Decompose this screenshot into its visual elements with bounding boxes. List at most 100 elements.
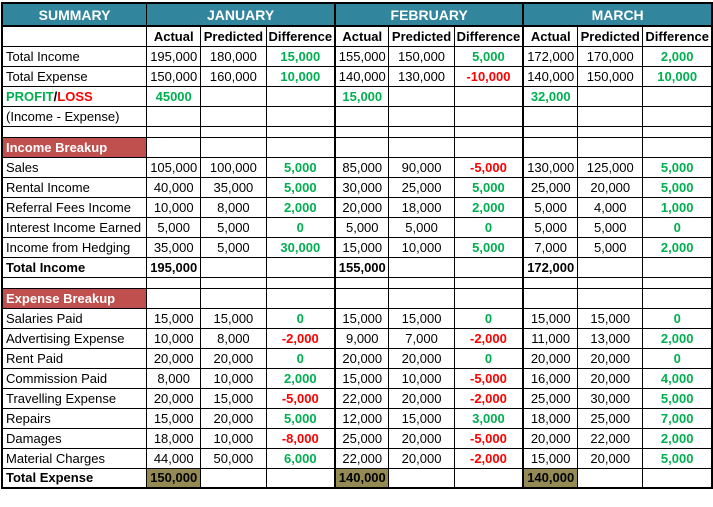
subcol-header-difference-jan[interactable]: Difference xyxy=(265,25,336,47)
value-cell[interactable] xyxy=(642,85,713,107)
value-cell[interactable]: 15,000 xyxy=(577,307,644,329)
subcol-header-predicted-jan[interactable]: Predicted xyxy=(200,25,267,47)
value-cell[interactable]: 0 xyxy=(265,216,336,238)
value-cell[interactable]: 30,000 xyxy=(334,176,390,198)
value-cell[interactable]: 5,000 xyxy=(522,216,579,238)
value-cell[interactable]: 10,000 xyxy=(388,236,455,258)
value-cell[interactable]: 18,000 xyxy=(388,196,455,218)
month-header-january[interactable]: JANUARY xyxy=(146,2,336,27)
value-cell[interactable]: 15,000 xyxy=(200,387,267,409)
subcol-header-difference-feb[interactable]: Difference xyxy=(453,25,524,47)
value-cell[interactable] xyxy=(577,125,644,138)
value-cell[interactable] xyxy=(334,136,390,158)
value-cell[interactable]: 20,000 xyxy=(577,367,644,389)
value-cell[interactable]: 160,000 xyxy=(200,65,267,87)
value-cell[interactable] xyxy=(577,467,644,489)
value-cell[interactable]: 15,000 xyxy=(146,307,202,329)
subcol-header-difference-mar[interactable]: Difference xyxy=(642,25,713,47)
value-cell[interactable] xyxy=(200,467,267,489)
value-cell[interactable] xyxy=(642,276,713,289)
value-cell[interactable] xyxy=(200,105,267,127)
row-label-cell[interactable]: Interest Income Earned xyxy=(1,216,148,238)
value-cell[interactable] xyxy=(388,105,455,127)
value-cell[interactable]: 0 xyxy=(265,347,336,369)
value-cell[interactable]: 25,000 xyxy=(388,176,455,198)
value-cell[interactable]: 155,000 xyxy=(334,45,390,67)
subcol-header-predicted-feb[interactable]: Predicted xyxy=(388,25,455,47)
corner-cell[interactable] xyxy=(1,25,148,47)
value-cell[interactable]: 15,000 xyxy=(334,307,390,329)
row-label-cell[interactable]: Sales xyxy=(1,156,148,178)
value-cell[interactable]: 25,000 xyxy=(522,387,579,409)
value-cell[interactable]: 20,000 xyxy=(522,347,579,369)
value-cell[interactable]: 25,000 xyxy=(334,427,390,449)
value-cell[interactable] xyxy=(388,467,455,489)
value-cell[interactable] xyxy=(334,105,390,127)
value-cell[interactable]: 155,000 xyxy=(334,256,390,278)
value-cell[interactable] xyxy=(265,136,336,158)
value-cell[interactable] xyxy=(642,105,713,127)
row-label-cell[interactable]: Commission Paid xyxy=(1,367,148,389)
value-cell[interactable] xyxy=(642,125,713,138)
value-cell[interactable] xyxy=(265,85,336,107)
value-cell[interactable]: 140,000 xyxy=(522,65,579,87)
value-cell[interactable] xyxy=(265,256,336,278)
value-cell[interactable]: 5,000 xyxy=(265,407,336,429)
value-cell[interactable]: 2,000 xyxy=(642,427,713,449)
value-cell[interactable] xyxy=(522,276,579,289)
value-cell[interactable] xyxy=(522,136,579,158)
value-cell[interactable]: 0 xyxy=(265,307,336,329)
value-cell[interactable]: 172,000 xyxy=(522,256,579,278)
row-label-cell[interactable]: Travelling Expense xyxy=(1,387,148,409)
row-label-cell[interactable]: Material Charges xyxy=(1,447,148,469)
value-cell[interactable]: 10,000 xyxy=(388,367,455,389)
value-cell[interactable]: 12,000 xyxy=(334,407,390,429)
value-cell[interactable]: 0 xyxy=(642,307,713,329)
value-cell[interactable]: 22,000 xyxy=(334,387,390,409)
value-cell[interactable]: 150,000 xyxy=(577,65,644,87)
value-cell[interactable]: 2,000 xyxy=(642,236,713,258)
value-cell[interactable] xyxy=(334,125,390,138)
row-label-cell[interactable]: Total Income xyxy=(1,256,148,278)
value-cell[interactable]: 7,000 xyxy=(642,407,713,429)
value-cell[interactable] xyxy=(388,287,455,309)
value-cell[interactable]: 5,000 xyxy=(334,216,390,238)
value-cell[interactable]: 5,000 xyxy=(453,176,524,198)
value-cell[interactable]: 7,000 xyxy=(388,327,455,349)
value-cell[interactable] xyxy=(265,276,336,289)
value-cell[interactable] xyxy=(200,256,267,278)
row-label-cell[interactable] xyxy=(1,125,148,138)
value-cell[interactable]: 195,000 xyxy=(146,45,202,67)
value-cell[interactable] xyxy=(388,125,455,138)
value-cell[interactable]: 13,000 xyxy=(577,327,644,349)
subcol-header-actual-mar[interactable]: Actual xyxy=(522,25,579,47)
value-cell[interactable]: 30,000 xyxy=(265,236,336,258)
row-label-cell[interactable]: Total Expense xyxy=(1,467,148,489)
value-cell[interactable]: 44,000 xyxy=(146,447,202,469)
value-cell[interactable]: 2,000 xyxy=(642,327,713,349)
value-cell[interactable] xyxy=(200,136,267,158)
value-cell[interactable]: 20,000 xyxy=(388,447,455,469)
value-cell[interactable] xyxy=(642,256,713,278)
value-cell[interactable]: 15,000 xyxy=(522,447,579,469)
value-cell[interactable] xyxy=(146,125,202,138)
value-cell[interactable]: 0 xyxy=(642,347,713,369)
row-label-cell[interactable]: Rent Paid xyxy=(1,347,148,369)
value-cell[interactable] xyxy=(577,256,644,278)
value-cell[interactable]: 2,000 xyxy=(265,367,336,389)
value-cell[interactable]: 5,000 xyxy=(200,216,267,238)
value-cell[interactable]: 20,000 xyxy=(388,347,455,369)
value-cell[interactable]: 50,000 xyxy=(200,447,267,469)
value-cell[interactable]: 20,000 xyxy=(577,176,644,198)
row-label-cell[interactable] xyxy=(1,276,148,289)
value-cell[interactable]: 20,000 xyxy=(577,347,644,369)
value-cell[interactable]: 35,000 xyxy=(200,176,267,198)
value-cell[interactable]: 35,000 xyxy=(146,236,202,258)
value-cell[interactable]: 15,000 xyxy=(334,367,390,389)
value-cell[interactable]: 125,000 xyxy=(577,156,644,178)
value-cell[interactable]: 15,000 xyxy=(146,407,202,429)
value-cell[interactable] xyxy=(453,287,524,309)
value-cell[interactable] xyxy=(388,85,455,107)
value-cell[interactable]: 20,000 xyxy=(146,387,202,409)
value-cell[interactable] xyxy=(577,276,644,289)
